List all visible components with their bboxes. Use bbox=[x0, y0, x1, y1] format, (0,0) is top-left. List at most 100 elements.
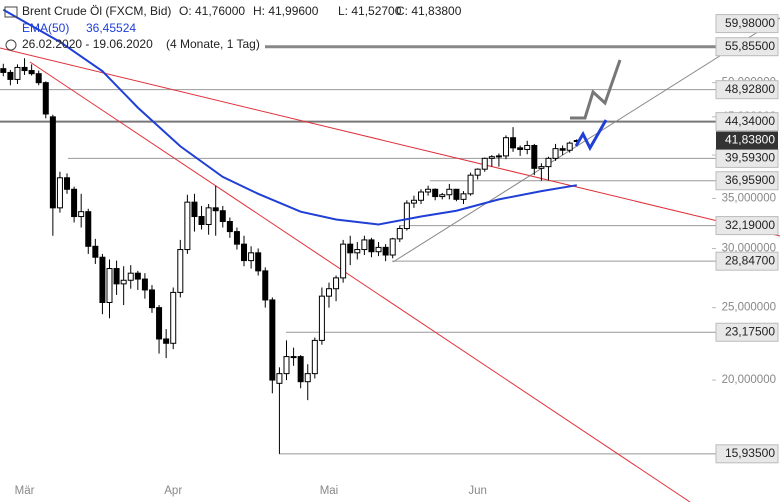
candle-body bbox=[42, 82, 49, 115]
candles bbox=[0, 58, 580, 454]
candle-body bbox=[226, 220, 233, 233]
candle-body bbox=[49, 116, 56, 209]
level-box bbox=[715, 37, 779, 57]
level-labels: 59,98000 55,85500 48,92800 44,34000 39,59300… bbox=[715, 14, 779, 464]
overlay-value: 36,45524 bbox=[86, 21, 136, 35]
candle-body bbox=[439, 194, 446, 198]
candle-body bbox=[446, 188, 453, 196]
x-tick-label: Apr bbox=[164, 485, 182, 497]
x-tick-label: Jun bbox=[468, 485, 487, 497]
candle-body bbox=[191, 201, 198, 218]
candle-body bbox=[545, 157, 552, 168]
header: Brent Crude Öl (FXCM, Bid) O: 41,76000 H… bbox=[4, 4, 462, 51]
level-box bbox=[715, 444, 779, 464]
level-box bbox=[715, 80, 779, 100]
candle-body bbox=[354, 249, 361, 254]
level-label: 44,34000 bbox=[725, 114, 775, 128]
level-label: 32,19000 bbox=[725, 218, 775, 232]
candle-body bbox=[205, 207, 212, 225]
candle-body bbox=[248, 252, 255, 262]
candle-body bbox=[559, 148, 566, 151]
candle-body bbox=[212, 207, 219, 212]
level-box bbox=[715, 112, 779, 132]
candle-body bbox=[368, 239, 375, 253]
candle-body bbox=[7, 71, 14, 80]
candle-body bbox=[141, 278, 148, 291]
trend-line bbox=[29, 61, 691, 502]
ohlc-label: L: 41,52700 bbox=[338, 4, 402, 18]
candle-body bbox=[495, 155, 502, 158]
ema-line bbox=[2, 8, 577, 226]
candle-body bbox=[531, 144, 538, 169]
y-tick-label: 35,000000 bbox=[722, 192, 776, 204]
candle-body bbox=[64, 177, 71, 190]
candle-body bbox=[177, 249, 184, 293]
candle-body bbox=[325, 288, 332, 297]
icon bbox=[5, 39, 17, 51]
candle-body bbox=[92, 245, 99, 258]
candle-body bbox=[120, 279, 127, 285]
candle-body bbox=[361, 239, 368, 251]
candle-body bbox=[71, 188, 78, 218]
level-label: 59,98000 bbox=[725, 16, 775, 30]
last-price-box bbox=[716, 131, 778, 150]
candle-body bbox=[389, 238, 396, 256]
candle-body bbox=[403, 202, 410, 230]
candle-body bbox=[311, 339, 318, 375]
range-label: 26.02.2020 - 19.06.2020 bbox=[22, 37, 153, 51]
candle-body bbox=[127, 272, 134, 281]
candle-body bbox=[318, 295, 325, 341]
level-box bbox=[715, 216, 779, 236]
candle-body bbox=[467, 174, 474, 195]
level-box bbox=[715, 251, 779, 271]
ohlc-label: C: 41,83800 bbox=[396, 4, 462, 18]
candle-body bbox=[262, 270, 269, 301]
candle-body bbox=[184, 201, 191, 251]
x-tick-label: Mai bbox=[320, 485, 339, 497]
level-box bbox=[715, 171, 779, 191]
candle-body bbox=[106, 268, 113, 303]
candle-body bbox=[35, 73, 42, 84]
level-label: 36,95900 bbox=[725, 173, 775, 187]
level-box bbox=[715, 14, 779, 34]
candle-body bbox=[425, 188, 432, 193]
y-tick-label: 25,000000 bbox=[722, 302, 776, 314]
candle-body bbox=[85, 211, 92, 247]
candle-body bbox=[78, 211, 85, 218]
candle-body bbox=[113, 268, 120, 285]
candle-body bbox=[410, 199, 417, 204]
candle-body bbox=[170, 291, 177, 344]
projection-arrow bbox=[570, 59, 622, 120]
candle-body bbox=[241, 243, 248, 262]
candle-body bbox=[269, 299, 276, 381]
y-tick-label: 30,000000 bbox=[722, 242, 776, 254]
candle-body bbox=[290, 356, 297, 359]
candle-body bbox=[99, 256, 106, 303]
candle-body bbox=[148, 289, 155, 309]
title: Brent Crude Öl (FXCM, Bid) bbox=[22, 4, 171, 18]
ohlc-label: H: 41,99600 bbox=[253, 4, 319, 18]
candle-body bbox=[502, 137, 509, 157]
candle-body bbox=[163, 338, 170, 344]
candle-body bbox=[28, 70, 35, 75]
candle-body bbox=[488, 156, 495, 159]
level-label: 15,93500 bbox=[725, 446, 775, 460]
candle-body bbox=[21, 66, 28, 72]
level-label: 23,17500 bbox=[725, 324, 775, 338]
level-label: 39,59300 bbox=[725, 151, 775, 165]
candle-body bbox=[375, 246, 382, 253]
candle-body bbox=[156, 307, 163, 340]
candle-body bbox=[566, 142, 573, 151]
candle-body bbox=[432, 188, 439, 198]
y-tick-label: 20,000000 bbox=[722, 374, 776, 386]
icon bbox=[4, 6, 18, 18]
ohlc-label: O: 41,76000 bbox=[179, 4, 245, 18]
candle-body bbox=[418, 191, 425, 201]
candle-body bbox=[340, 243, 347, 279]
candle-body bbox=[460, 193, 467, 200]
candle-body bbox=[219, 210, 226, 222]
level-label: 28,84700 bbox=[725, 253, 775, 267]
candle-body bbox=[134, 272, 141, 280]
candle-body bbox=[347, 243, 354, 254]
